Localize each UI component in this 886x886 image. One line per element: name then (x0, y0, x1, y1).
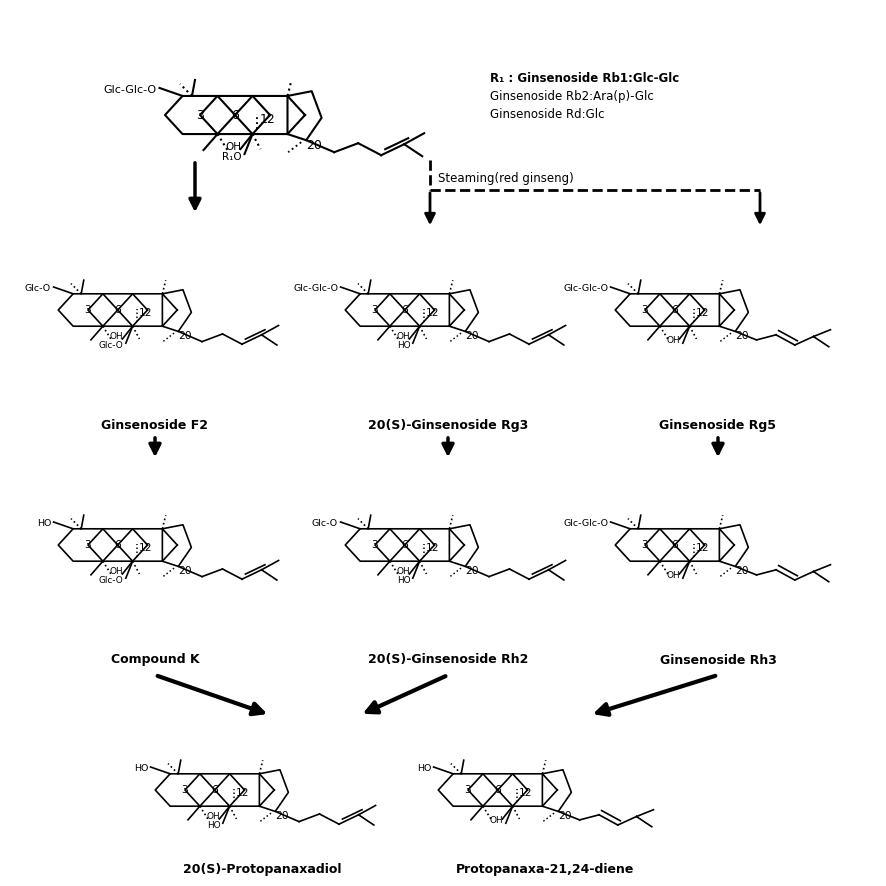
Text: 20: 20 (735, 330, 749, 341)
Text: 12: 12 (260, 113, 276, 126)
Text: 12: 12 (696, 543, 710, 554)
Text: 6: 6 (401, 305, 408, 315)
Text: 20: 20 (307, 139, 323, 152)
Text: 12: 12 (519, 789, 532, 798)
Text: 20(S)-Protopanaxadiol: 20(S)-Protopanaxadiol (183, 864, 341, 876)
Text: 12: 12 (426, 308, 439, 318)
Text: Glc-O: Glc-O (312, 519, 338, 528)
Text: 20: 20 (276, 811, 289, 820)
Text: Ginsenoside Rh3: Ginsenoside Rh3 (659, 654, 776, 666)
Text: 20(S)-Ginsenoside Rg3: 20(S)-Ginsenoside Rg3 (368, 418, 528, 431)
Text: HO: HO (134, 765, 148, 773)
Text: HO: HO (36, 519, 51, 528)
Text: 6: 6 (212, 785, 218, 795)
Text: 3: 3 (196, 108, 204, 121)
Text: OH: OH (226, 142, 242, 152)
Text: 6: 6 (672, 540, 678, 550)
Text: 6: 6 (494, 785, 501, 795)
Text: Glc-Glc-O: Glc-Glc-O (563, 284, 608, 293)
Text: 20: 20 (465, 330, 478, 341)
Text: Steaming(red ginseng): Steaming(red ginseng) (438, 172, 574, 184)
Text: Glc-O: Glc-O (98, 341, 123, 350)
Text: 3: 3 (182, 785, 189, 795)
Text: 6: 6 (401, 540, 408, 550)
Text: R₁ : Ginsenoside Rb1:Glc-Glc: R₁ : Ginsenoside Rb1:Glc-Glc (490, 72, 680, 84)
Text: Protopanaxa-21,24-diene: Protopanaxa-21,24-diene (455, 864, 634, 876)
Text: Glc-Glc-O: Glc-Glc-O (293, 284, 338, 293)
Text: 3: 3 (85, 540, 91, 550)
Text: 3: 3 (371, 305, 378, 315)
Text: 6: 6 (114, 540, 121, 550)
Text: 3: 3 (85, 305, 91, 315)
Text: HO: HO (416, 765, 431, 773)
Text: 20: 20 (465, 565, 478, 576)
Text: 3: 3 (641, 540, 649, 550)
Text: Ginsenoside Rg5: Ginsenoside Rg5 (659, 418, 776, 431)
Text: 20: 20 (558, 811, 571, 820)
Text: 12: 12 (139, 308, 152, 318)
Text: OH: OH (397, 332, 410, 341)
Text: Glc-Glc-O: Glc-Glc-O (563, 519, 608, 528)
Text: 12: 12 (139, 543, 152, 554)
Text: OH: OH (206, 812, 221, 821)
Text: 20: 20 (735, 565, 749, 576)
Text: 3: 3 (464, 785, 471, 795)
Text: OH: OH (397, 568, 410, 577)
Text: Compound K: Compound K (111, 654, 199, 666)
Text: 20(S)-Ginsenoside Rh2: 20(S)-Ginsenoside Rh2 (368, 654, 528, 666)
Text: HO: HO (397, 576, 410, 585)
Text: Glc-O: Glc-O (25, 284, 51, 293)
Text: 20: 20 (178, 330, 192, 341)
Text: 3: 3 (371, 540, 378, 550)
Text: Glc-Glc-O: Glc-Glc-O (104, 85, 157, 95)
Text: OH: OH (666, 336, 680, 345)
Text: 6: 6 (672, 305, 678, 315)
Text: OH: OH (490, 816, 503, 825)
Text: HO: HO (397, 341, 410, 350)
Text: 6: 6 (114, 305, 121, 315)
Text: Ginsenoside Rd:Glc: Ginsenoside Rd:Glc (490, 107, 604, 120)
Text: 12: 12 (696, 308, 710, 318)
Text: 12: 12 (236, 789, 250, 798)
Text: OH: OH (666, 571, 680, 580)
Text: Ginsenoside Rb2:Ara(p)-Glc: Ginsenoside Rb2:Ara(p)-Glc (490, 89, 654, 103)
Text: R₁O: R₁O (222, 152, 242, 162)
Text: 20: 20 (178, 565, 192, 576)
Text: Glc-O: Glc-O (98, 576, 123, 585)
Text: OH: OH (110, 568, 123, 577)
Text: 12: 12 (426, 543, 439, 554)
Text: 6: 6 (231, 108, 239, 121)
Text: OH: OH (110, 332, 123, 341)
Text: 3: 3 (641, 305, 649, 315)
Text: HO: HO (206, 821, 221, 830)
Text: Ginsenoside F2: Ginsenoside F2 (102, 418, 208, 431)
